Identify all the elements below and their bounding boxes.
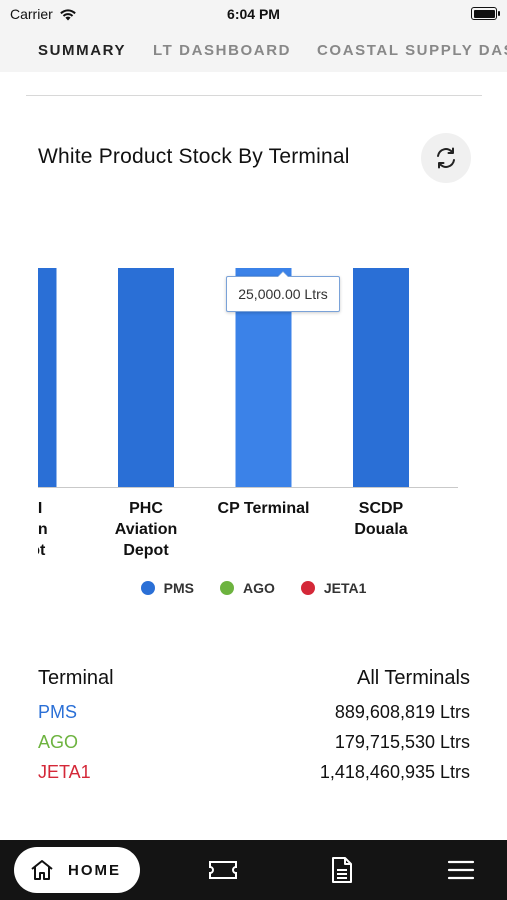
refresh-button[interactable] [421, 133, 471, 183]
x-tick-label: Depot [123, 542, 169, 559]
x-tick-label: SCDP [359, 500, 404, 517]
menu-button[interactable] [446, 856, 476, 884]
summary-header: Terminal All Terminals [38, 667, 470, 690]
x-tick-label: ation [38, 521, 48, 538]
bar-phc-aviation-depot[interactable] [118, 268, 174, 487]
bar-chart: UHI ation epot PHC Aviation Depot CP Terminal S… [38, 250, 460, 570]
x-tick-label: Aviation [115, 521, 178, 538]
legend-label: JETA1 [323, 580, 367, 596]
legend-dot [300, 581, 315, 595]
ticket-button[interactable] [208, 856, 238, 884]
row-value: 179,715,530 Ltrs [334, 732, 470, 752]
legend-item-ago[interactable]: AGO [219, 580, 275, 596]
battery-icon [471, 7, 500, 20]
summary-row-pms: PMS 889,608,819 Ltrs [38, 697, 470, 727]
bar-uhi-aviation-depot[interactable] [38, 268, 57, 487]
status-bar: Carrier 6:04 PM [0, 0, 507, 30]
x-tick-label: Douala [354, 521, 407, 538]
status-time: 6:04 PM [227, 6, 280, 22]
ticket-icon [209, 861, 237, 879]
divider [26, 95, 482, 96]
x-tick-label: PHC [129, 500, 163, 517]
home-icon [31, 860, 53, 880]
legend-label: PMS [163, 580, 194, 596]
row-value: 1,418,460,935 Ltrs [319, 762, 470, 782]
summary-row-ago: AGO 179,715,530 Ltrs [38, 727, 470, 757]
bottom-nav: HOME [0, 840, 507, 900]
x-tick-label: UHI [38, 500, 42, 517]
bar-scdp-douala[interactable] [353, 268, 409, 487]
legend-dot [219, 581, 234, 595]
summary-row-jeta1: JETA1 1,418,460,935 Ltrs [38, 757, 470, 787]
carrier-label: Carrier [10, 6, 53, 22]
summary-table: Terminal All Terminals PMS 889,608,819 L… [38, 667, 470, 787]
document-icon [332, 857, 352, 883]
legend-item-jeta1[interactable]: JETA1 [300, 580, 367, 596]
row-value: 889,608,819 Ltrs [334, 702, 470, 722]
chart-legend: PMS AGO JETA1 [0, 580, 507, 596]
home-button[interactable]: HOME [14, 847, 140, 893]
document-button[interactable] [327, 856, 357, 884]
x-tick-label: CP Terminal [218, 500, 310, 517]
wifi-icon [59, 8, 76, 20]
carrier-indicator: Carrier [10, 6, 77, 22]
card-title: White Product Stock By Terminal [38, 145, 350, 168]
row-label: JETA1 [38, 762, 91, 782]
header-terminal: Terminal [38, 667, 114, 689]
legend-item-pms[interactable]: PMS [140, 580, 194, 596]
x-tick-label: epot [38, 542, 46, 559]
header-all-terminals: All Terminals [357, 667, 470, 689]
legend-label: AGO [242, 580, 275, 596]
tab-summary[interactable]: SUMMARY [38, 42, 127, 59]
tab-coastal-supply-dashboard[interactable]: COASTAL SUPPLY DASHBOARD [317, 42, 507, 59]
row-label: PMS [38, 702, 78, 722]
row-label: AGO [38, 732, 79, 752]
chart-tooltip: 25,000.00 Ltrs [226, 271, 340, 312]
menu-icon [447, 860, 475, 880]
refresh-icon [437, 147, 455, 169]
tab-lt-dashboard[interactable]: LT DASHBOARD [153, 42, 292, 59]
home-label: HOME [68, 861, 121, 879]
legend-dot [140, 581, 155, 595]
tab-bar: SUMMARY LT DASHBOARD COASTAL SUPPLY DASH… [0, 30, 507, 72]
